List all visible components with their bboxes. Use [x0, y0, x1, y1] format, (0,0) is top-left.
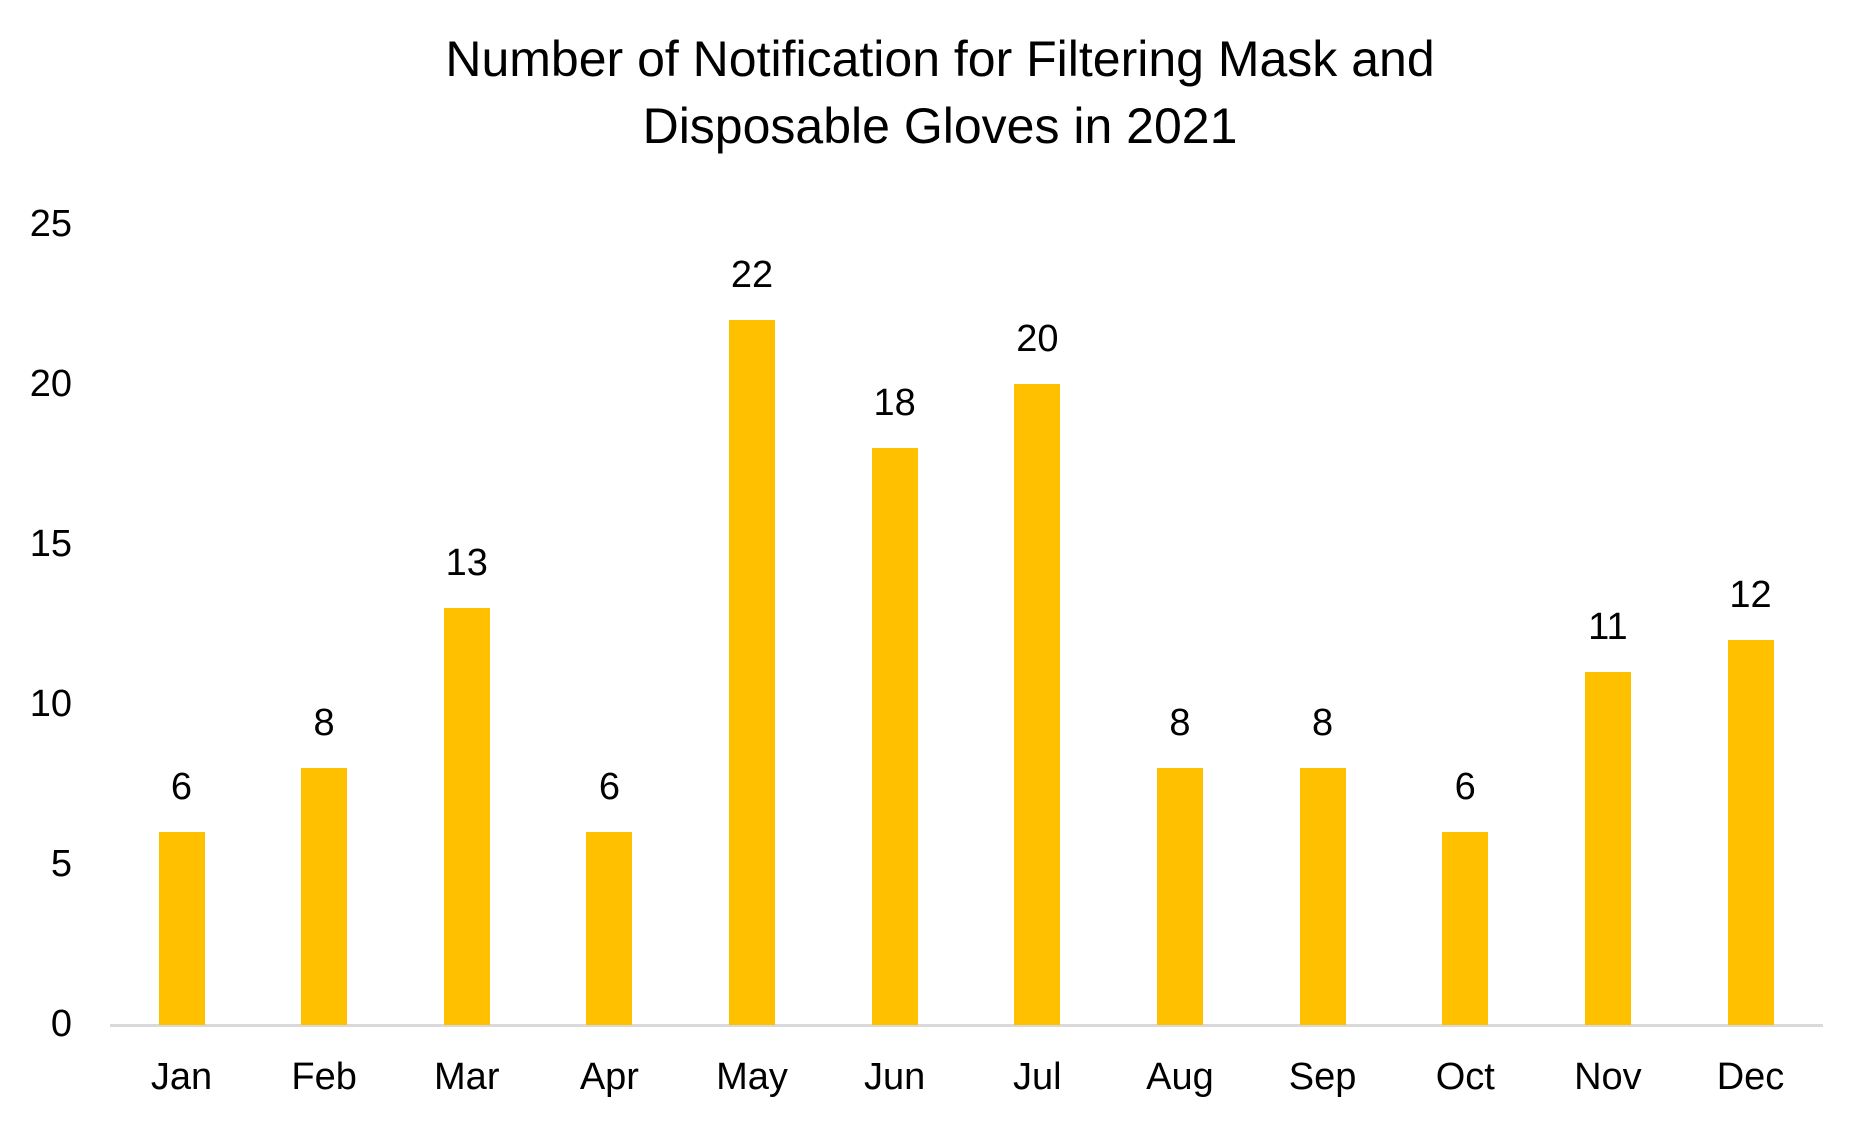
x-tick-label-may: May [716, 1056, 788, 1098]
bar-mar [443, 608, 490, 1025]
bar-aug [1156, 768, 1203, 1025]
bar-data-label-nov: 11 [1588, 606, 1628, 648]
bar-data-label-apr: 6 [598, 766, 620, 808]
chart-title-line-1: Number of Notification for Filtering Mas… [445, 31, 1435, 87]
bar-dec [1727, 640, 1774, 1025]
bar-apr [586, 832, 633, 1025]
chart-title-line-2: Disposable Gloves in 2021 [642, 98, 1238, 154]
x-tick-label-jun: Jun [864, 1056, 926, 1098]
bar-jun [871, 448, 918, 1025]
y-tick-label: 0 [50, 1003, 72, 1045]
bar-sep [1299, 768, 1346, 1025]
x-tick-label-nov: Nov [1574, 1056, 1642, 1098]
y-tick-label: 10 [29, 683, 72, 725]
bar-data-label-oct: 6 [1454, 766, 1476, 808]
bar-feb [301, 768, 348, 1025]
x-tick-label-sep: Sep [1288, 1056, 1357, 1098]
bar-data-label-may: 22 [730, 254, 774, 296]
x-tick-label-aug: Aug [1146, 1056, 1214, 1098]
bar-may [729, 320, 776, 1025]
chart-title: Number of Notification for Filtering Mas… [0, 26, 1873, 160]
x-tick-label-oct: Oct [1435, 1056, 1495, 1098]
x-tick-label-jul: Jul [1013, 1056, 1062, 1098]
bar-jan [158, 832, 205, 1025]
bar-data-label-dec: 12 [1729, 574, 1772, 616]
bar-jul [1014, 384, 1061, 1025]
x-tick-label-dec: Dec [1716, 1056, 1785, 1098]
x-tick-label-jan: Jan [150, 1056, 213, 1098]
x-tick-label-feb: Feb [291, 1056, 357, 1098]
bar-data-label-aug: 8 [1169, 702, 1191, 744]
y-tick-label: 5 [50, 843, 72, 885]
y-tick-label: 25 [29, 203, 72, 245]
bar-data-label-mar: 13 [445, 542, 488, 584]
bar-data-label-jun: 18 [873, 382, 916, 424]
bar-data-label-jul: 20 [1016, 318, 1059, 360]
x-axis-line [110, 1024, 1823, 1027]
bar-data-label-sep: 8 [1312, 702, 1334, 744]
bar-nov [1584, 672, 1631, 1025]
bar-data-label-feb: 8 [313, 702, 335, 744]
x-tick-label-mar: Mar [434, 1056, 500, 1098]
y-tick-label: 20 [29, 363, 72, 405]
y-tick-label: 15 [29, 523, 72, 565]
bar-data-label-jan: 6 [170, 766, 193, 808]
bar-oct [1442, 832, 1489, 1025]
x-tick-label-apr: Apr [579, 1056, 639, 1098]
